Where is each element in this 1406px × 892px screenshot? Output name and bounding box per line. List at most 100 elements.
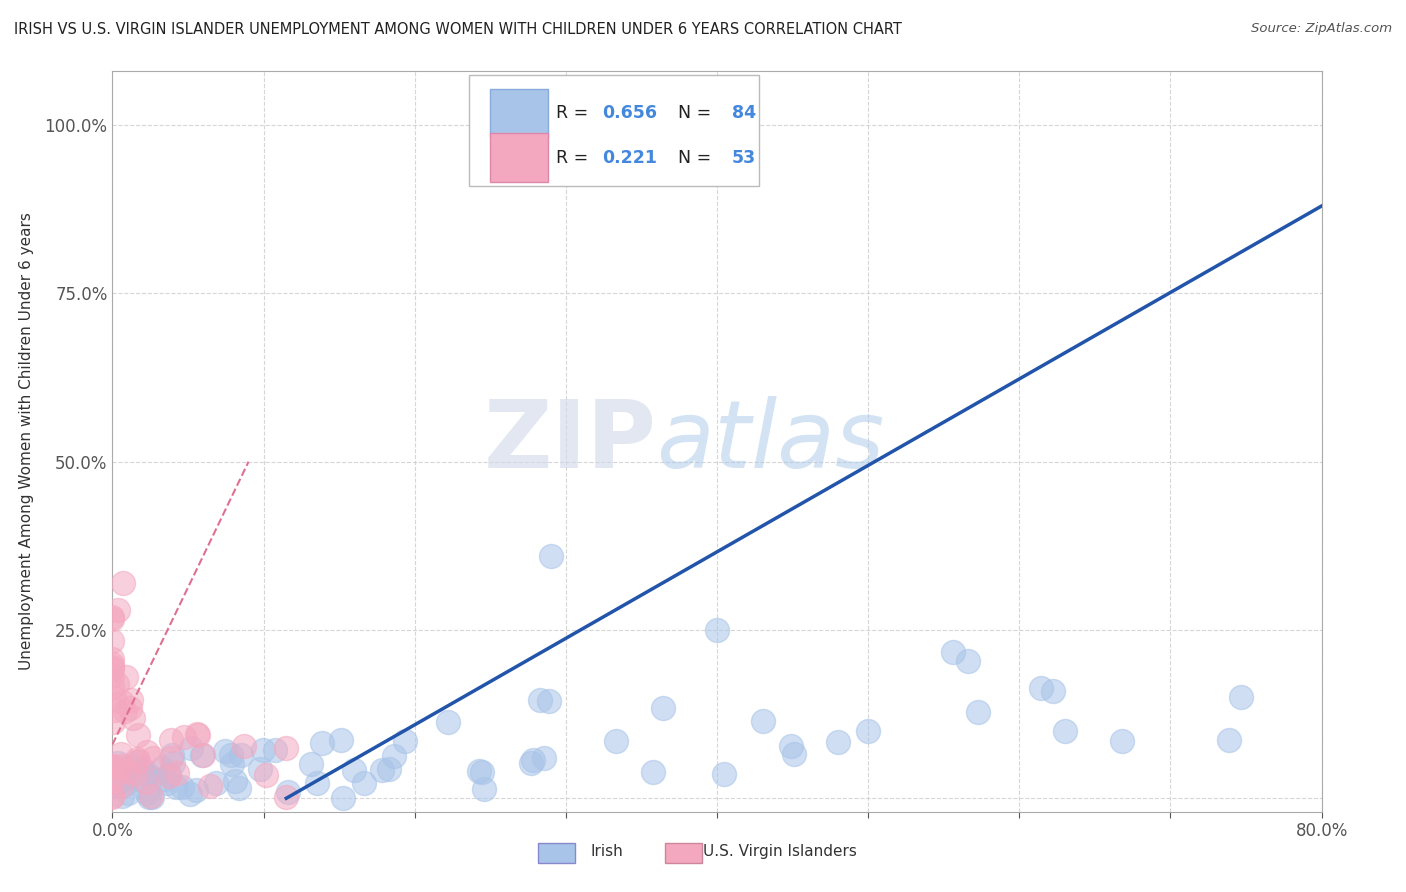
Point (101, 662, 124, 676)
Point (468, 764, 491, 778)
Point (120, 768, 142, 782)
Point (529, 692, 551, 706)
Point (136, 786, 159, 800)
Point (103, 690, 125, 705)
Point (162, 756, 184, 770)
Point (101, 774, 124, 789)
Point (142, 751, 165, 765)
Text: 84: 84 (731, 104, 755, 122)
Point (103, 762, 125, 776)
Point (122, 711, 145, 725)
FancyBboxPatch shape (489, 134, 548, 182)
Point (150, 761, 173, 775)
Text: N =: N = (668, 104, 717, 122)
Point (127, 754, 149, 768)
Point (111, 759, 134, 773)
Point (135, 745, 157, 759)
Point (330, 733, 353, 747)
Point (371, 763, 394, 777)
FancyBboxPatch shape (489, 89, 548, 137)
Point (117, 764, 139, 779)
Point (332, 790, 354, 805)
Point (124, 766, 146, 780)
Point (101, 714, 124, 729)
Point (166, 766, 188, 780)
Point (110, 779, 132, 793)
Point (605, 734, 627, 748)
Point (343, 763, 366, 777)
Point (751, 714, 773, 728)
Point (540, 549, 562, 563)
Point (129, 760, 152, 774)
Point (160, 748, 183, 763)
Text: atlas: atlas (657, 396, 884, 487)
Point (471, 765, 494, 780)
Point (101, 610, 124, 624)
Point (101, 789, 124, 804)
Y-axis label: Unemployment Among Women with Children Under 6 years: Unemployment Among Women with Children U… (18, 212, 34, 671)
Text: 53: 53 (731, 149, 755, 167)
Point (107, 756, 129, 771)
Point (112, 778, 135, 792)
Point (101, 759, 124, 773)
Point (472, 781, 495, 796)
Point (127, 727, 149, 741)
Point (783, 747, 806, 761)
Point (311, 736, 333, 750)
Point (104, 779, 127, 793)
Point (101, 657, 124, 672)
Point (179, 787, 201, 801)
Point (378, 762, 401, 776)
Point (139, 771, 162, 785)
Point (101, 651, 124, 665)
Point (160, 750, 183, 764)
Point (115, 766, 138, 780)
Point (114, 704, 136, 718)
Point (254, 768, 277, 782)
Point (107, 761, 129, 775)
Point (101, 633, 124, 648)
Point (141, 789, 163, 804)
Point (120, 760, 142, 774)
Text: N =: N = (668, 149, 717, 167)
Point (101, 669, 124, 683)
Point (856, 723, 880, 738)
Point (184, 782, 207, 797)
Point (198, 780, 221, 794)
Point (956, 654, 979, 668)
Point (120, 693, 142, 707)
Point (299, 756, 322, 771)
Text: Source: ZipAtlas.com: Source: ZipAtlas.com (1251, 22, 1392, 36)
Point (249, 762, 271, 776)
Point (1029, 681, 1052, 695)
Point (104, 703, 127, 717)
Text: ZIP: ZIP (484, 395, 657, 488)
Point (277, 785, 299, 799)
Point (101, 659, 124, 673)
Point (110, 747, 132, 762)
Point (232, 739, 254, 754)
Point (101, 758, 124, 772)
Point (101, 790, 124, 805)
Point (307, 776, 329, 790)
Point (191, 747, 214, 762)
Point (115, 670, 138, 684)
Point (165, 780, 187, 795)
Point (219, 747, 242, 762)
Point (228, 781, 250, 796)
Point (221, 757, 243, 772)
Point (394, 734, 416, 748)
Point (263, 743, 285, 757)
Point (153, 772, 176, 786)
Point (252, 743, 274, 757)
Text: U.S. Virgin Islanders: U.S. Virgin Islanders (703, 845, 856, 859)
Point (105, 677, 128, 691)
Point (382, 749, 405, 764)
Point (204, 775, 226, 789)
Point (966, 705, 988, 719)
Text: 0.221: 0.221 (602, 149, 657, 167)
Point (157, 767, 180, 781)
Point (136, 766, 159, 780)
Point (173, 730, 195, 744)
Point (713, 767, 735, 781)
